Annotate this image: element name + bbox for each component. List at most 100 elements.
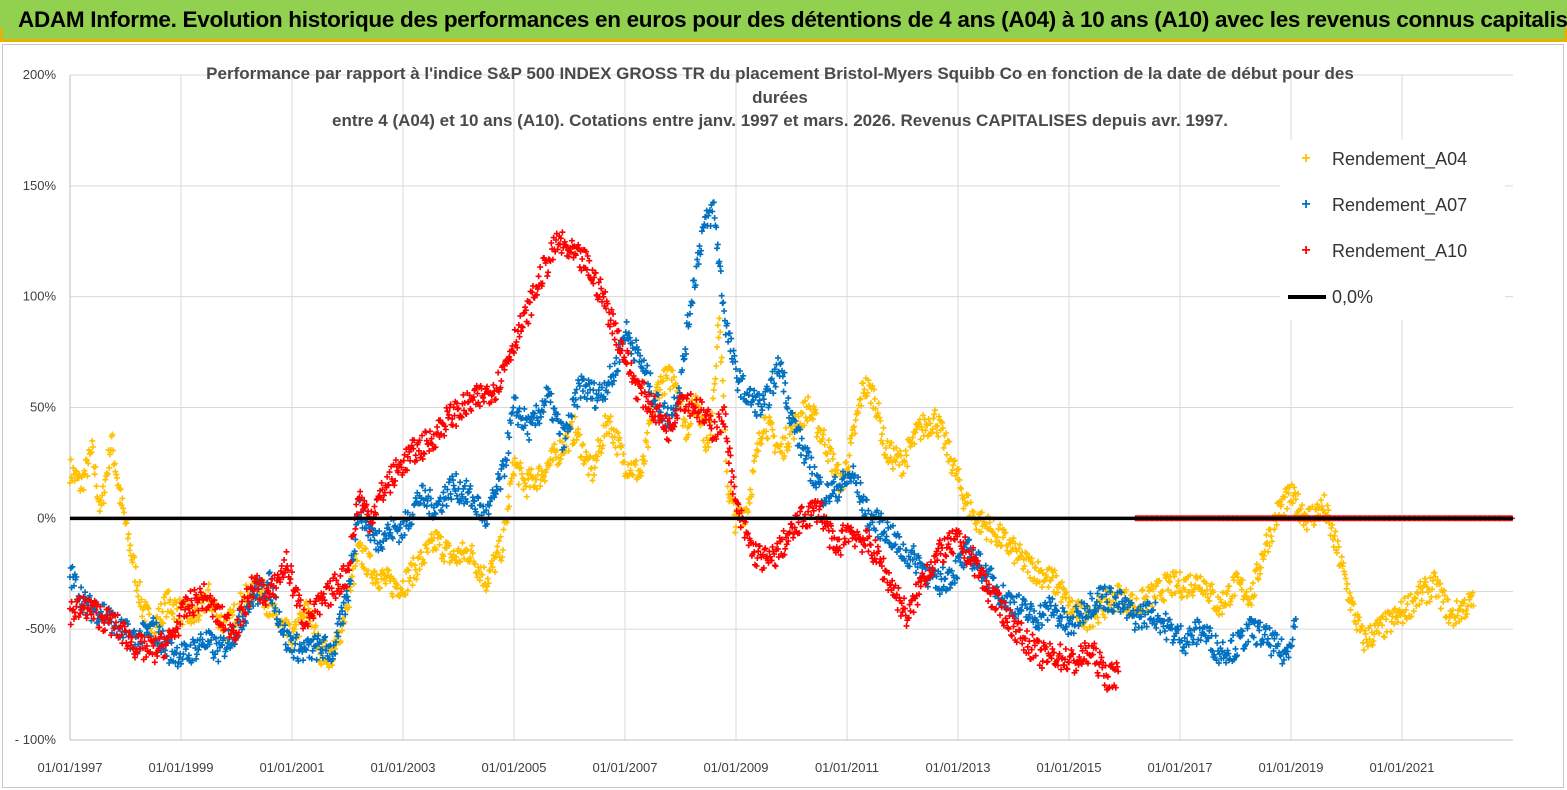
data-point-a10 bbox=[390, 461, 397, 468]
data-point-a10 bbox=[273, 584, 280, 591]
data-point-a04 bbox=[1159, 588, 1166, 594]
data-point-a07 bbox=[1265, 635, 1271, 642]
data-point-a04 bbox=[295, 616, 302, 623]
data-point-a10 bbox=[795, 519, 802, 526]
data-point-a10 bbox=[441, 432, 448, 439]
data-point-a07 bbox=[1093, 608, 1099, 615]
data-point-a07 bbox=[1207, 625, 1214, 632]
data-point-a04 bbox=[1464, 611, 1470, 617]
data-point-a04 bbox=[705, 444, 712, 451]
data-point-a04 bbox=[1360, 647, 1367, 654]
data-point-a04 bbox=[751, 458, 758, 465]
data-point-a07 bbox=[1161, 628, 1168, 635]
data-point-a04 bbox=[781, 453, 788, 460]
data-point-a07 bbox=[363, 525, 370, 532]
data-point-a07 bbox=[1101, 583, 1108, 590]
data-point-a07 bbox=[319, 654, 326, 661]
data-point-a04 bbox=[1300, 522, 1307, 529]
data-point-a04 bbox=[1206, 597, 1213, 604]
data-point-a04 bbox=[712, 375, 719, 382]
data-point-a10 bbox=[837, 551, 844, 558]
data-point-a10 bbox=[472, 385, 479, 392]
data-point-a07 bbox=[276, 608, 283, 615]
data-point-a10 bbox=[96, 624, 103, 631]
data-point-a04 bbox=[96, 508, 103, 515]
data-point-a07 bbox=[153, 619, 160, 626]
data-point-a04 bbox=[485, 580, 492, 587]
data-point-a07 bbox=[396, 539, 402, 546]
data-point-a07 bbox=[759, 407, 766, 414]
data-point-a07 bbox=[772, 383, 779, 390]
data-point-a10 bbox=[967, 560, 974, 567]
data-point-a07 bbox=[1022, 601, 1029, 608]
data-point-a04 bbox=[763, 428, 770, 435]
data-point-a07 bbox=[942, 575, 949, 582]
data-point-a04 bbox=[1058, 579, 1065, 586]
data-point-a10 bbox=[805, 508, 812, 515]
data-point-a04 bbox=[616, 434, 623, 441]
data-point-a04 bbox=[714, 344, 720, 351]
data-point-a07 bbox=[609, 381, 616, 388]
data-point-a07 bbox=[589, 395, 596, 402]
data-point-a10 bbox=[333, 577, 340, 584]
data-point-a04 bbox=[494, 543, 501, 550]
data-point-a10 bbox=[134, 650, 141, 657]
data-point-a07 bbox=[936, 585, 942, 592]
data-point-a10 bbox=[903, 622, 910, 629]
data-point-a04 bbox=[965, 492, 972, 499]
data-point-a04 bbox=[1255, 576, 1262, 583]
data-point-a04 bbox=[361, 545, 368, 552]
data-point-a04 bbox=[418, 549, 425, 556]
data-point-a10 bbox=[875, 548, 882, 555]
data-point-a04 bbox=[208, 608, 215, 615]
data-point-a10 bbox=[656, 419, 663, 426]
data-point-a07 bbox=[687, 310, 693, 317]
y-tick-label: 100% bbox=[23, 289, 57, 304]
data-point-a10 bbox=[460, 391, 467, 398]
data-point-a07 bbox=[548, 390, 555, 397]
data-point-a10 bbox=[232, 636, 239, 643]
data-point-a07 bbox=[206, 641, 213, 648]
data-point-a10 bbox=[468, 407, 475, 414]
data-point-a10 bbox=[1091, 640, 1098, 647]
data-point-a10 bbox=[845, 538, 852, 545]
data-point-a10 bbox=[515, 322, 522, 328]
data-point-a07 bbox=[717, 268, 724, 275]
data-point-a10 bbox=[332, 595, 339, 602]
data-point-a04 bbox=[1000, 534, 1007, 541]
data-point-a07 bbox=[985, 571, 992, 578]
data-point-a04 bbox=[805, 394, 812, 400]
data-point-a07 bbox=[643, 369, 650, 376]
data-point-a07 bbox=[1040, 612, 1047, 619]
data-point-a07 bbox=[1039, 622, 1045, 629]
data-point-a07 bbox=[784, 405, 791, 412]
data-point-a04 bbox=[85, 460, 92, 467]
data-point-a07 bbox=[882, 537, 889, 544]
data-point-a10 bbox=[392, 457, 399, 464]
data-point-a07 bbox=[686, 321, 693, 328]
data-point-a10 bbox=[357, 488, 364, 495]
data-point-a04 bbox=[1338, 553, 1345, 560]
data-point-a10 bbox=[1112, 666, 1118, 673]
data-point-a07 bbox=[952, 557, 959, 564]
data-point-a10 bbox=[296, 602, 303, 609]
data-point-a04 bbox=[486, 567, 493, 574]
data-point-a07 bbox=[445, 494, 452, 501]
data-point-a07 bbox=[591, 379, 598, 386]
data-point-a04 bbox=[415, 554, 422, 560]
chart-title-line-3: entre 4 (A04) et 10 ans (A10). Cotations… bbox=[331, 111, 1228, 130]
data-point-a04 bbox=[100, 500, 107, 507]
data-point-a04 bbox=[90, 444, 96, 450]
data-point-a04 bbox=[1231, 592, 1238, 599]
data-point-a04 bbox=[859, 380, 866, 387]
data-point-a04 bbox=[813, 410, 820, 417]
data-point-a04 bbox=[1051, 567, 1058, 574]
data-point-a10 bbox=[568, 237, 575, 244]
data-point-a07 bbox=[469, 502, 475, 509]
data-point-a07 bbox=[1063, 624, 1070, 630]
legend-marker-a07: + bbox=[1301, 196, 1311, 213]
data-point-a10 bbox=[453, 400, 460, 407]
data-point-a04 bbox=[912, 429, 919, 436]
data-point-a10 bbox=[423, 437, 430, 444]
data-point-a07 bbox=[856, 499, 863, 505]
